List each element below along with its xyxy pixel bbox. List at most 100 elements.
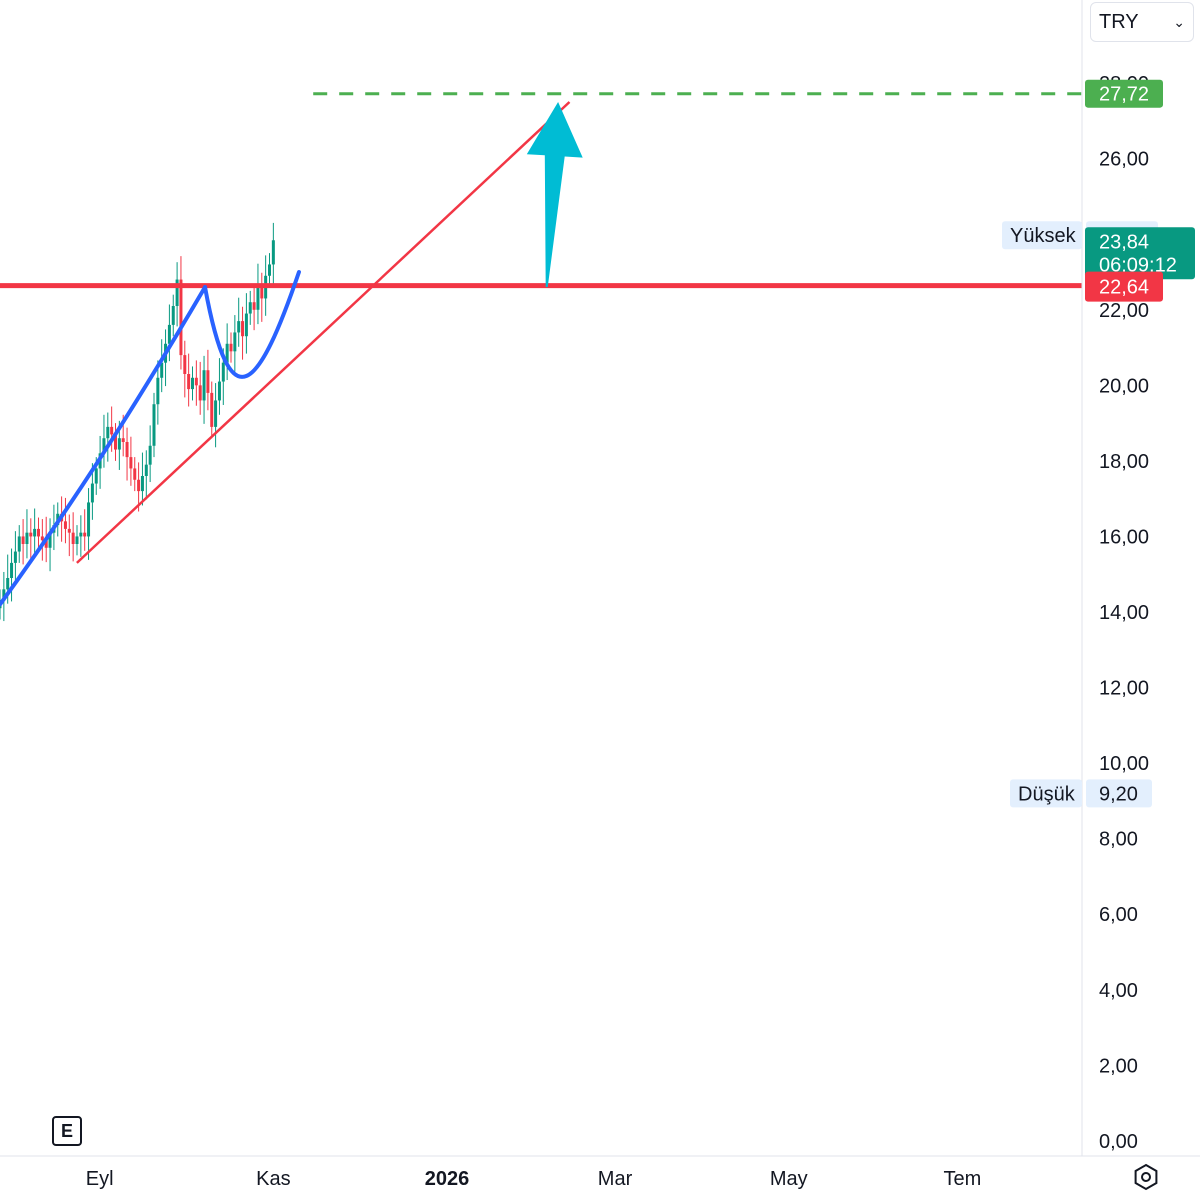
candle-body: [83, 532, 87, 537]
drawings-overlay: [0, 92, 1082, 607]
y-tick-label: 10,00: [1099, 753, 1149, 775]
currency-label: TRY: [1099, 10, 1139, 33]
candle-body: [133, 468, 137, 480]
candle-body: [198, 385, 202, 401]
candle-body: [271, 240, 275, 265]
y-tick-label: 20,00: [1099, 375, 1149, 397]
candle-body: [21, 536, 25, 544]
candle-body: [129, 457, 133, 469]
y-tick-label: 0,00: [1099, 1131, 1138, 1153]
high-label: Yüksek: [1010, 225, 1077, 247]
candle-body: [252, 302, 256, 310]
candle-body: [241, 321, 245, 337]
candle-body: [194, 377, 198, 386]
x-tick-label: Mar: [598, 1168, 633, 1190]
low-label-bg: [1010, 779, 1082, 808]
candle-body: [36, 528, 40, 537]
high-label-bg: [1002, 221, 1082, 250]
x-tick-label: Tem: [944, 1168, 982, 1190]
candle-body: [2, 589, 6, 601]
cup-arc: [203, 270, 301, 379]
x-tick-label: Kas: [256, 1168, 290, 1190]
candle-body: [6, 578, 10, 590]
candle-body: [94, 468, 98, 484]
y-tick-label: 8,00: [1099, 829, 1138, 851]
candle-body: [17, 536, 21, 552]
y-tick-label: 6,00: [1099, 904, 1138, 926]
earnings-badge[interactable]: E: [52, 1116, 82, 1146]
current-price-label: 23,84: [1099, 231, 1149, 253]
current-price-tag: [1085, 227, 1195, 280]
y-tick-label: 12,00: [1099, 678, 1149, 700]
candle-body: [233, 332, 237, 352]
low-value: 9,20: [1099, 783, 1138, 805]
candle-body: [140, 476, 144, 492]
candle-body: [256, 287, 260, 310]
candle-body: [152, 404, 156, 446]
candle-body: [160, 362, 164, 378]
candle-body: [117, 438, 121, 450]
y-tick-label: 14,00: [1099, 602, 1149, 624]
candle-body: [237, 321, 241, 333]
candle-body: [10, 562, 14, 578]
x-tick-label: Eyl: [86, 1168, 114, 1190]
x-tick-label: 2026: [425, 1168, 470, 1190]
candle-body: [121, 438, 125, 442]
candle-body: [171, 306, 175, 325]
candle-body: [44, 540, 48, 548]
candle-body: [217, 381, 221, 401]
candle-body: [144, 464, 148, 476]
candle-body: [40, 536, 44, 541]
y-tick-label: 16,00: [1099, 526, 1149, 548]
candle-body: [244, 313, 248, 337]
y-tick-label: 22,00: [1099, 300, 1149, 322]
candles-layer: [0, 222, 275, 622]
resistance-price-label: 22,64: [1099, 277, 1149, 299]
candle-body: [202, 370, 206, 401]
candle-body: [63, 521, 67, 529]
y-tick-label: 2,00: [1099, 1055, 1138, 1077]
low-label: Düşük: [1018, 783, 1076, 805]
candle-body: [75, 536, 79, 544]
x-tick-label: May: [770, 1168, 808, 1190]
chevron-down-icon: ⌄: [1173, 13, 1185, 30]
currency-select[interactable]: TRY ⌄: [1090, 2, 1194, 42]
candle-body: [67, 528, 71, 533]
target-price-tag: [1085, 79, 1163, 108]
candle-body: [48, 532, 52, 548]
candle-body: [71, 532, 75, 544]
candle-body: [110, 426, 114, 435]
candle-body: [221, 362, 225, 382]
candle-body: [210, 392, 214, 427]
candle-body: [13, 551, 17, 563]
candle-body: [206, 370, 210, 393]
candle-body: [187, 374, 191, 390]
candle-body: [125, 442, 129, 458]
settings-icon[interactable]: [1134, 1163, 1158, 1191]
candle-body: [229, 343, 233, 352]
y-tick-label: 26,00: [1099, 149, 1149, 171]
earnings-badge-label: E: [60, 1120, 73, 1141]
time-axis[interactable]: Eyl Kas 2026 Mar May Tem: [86, 1168, 982, 1190]
target-arrow: [526, 102, 583, 288]
candle-body: [248, 302, 252, 314]
candle-body: [106, 426, 110, 439]
candle-body: [183, 355, 187, 374]
candle-body: [25, 532, 29, 544]
candle-body: [33, 528, 37, 537]
candle-body: [267, 264, 271, 276]
y-tick-label: 4,00: [1099, 980, 1138, 1002]
candle-body: [179, 279, 183, 356]
candle-body: [29, 532, 33, 537]
candle-body: [190, 377, 194, 390]
candle-body: [214, 400, 218, 427]
candle-body: [148, 445, 152, 465]
rising-arc: [0, 285, 208, 607]
candle-body: [102, 438, 106, 454]
candle-body: [90, 483, 94, 503]
candle-body: [167, 324, 171, 344]
y-tick-label: 18,00: [1099, 451, 1149, 473]
resistance-price-tag: [1085, 271, 1163, 302]
